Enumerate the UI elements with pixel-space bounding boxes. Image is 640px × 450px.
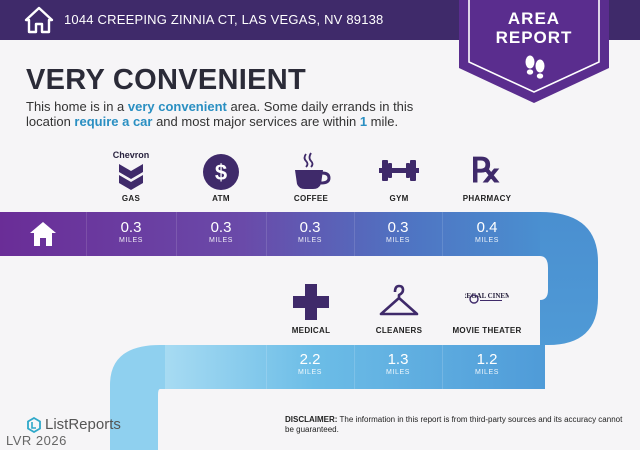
distance-value: 1.3 [387,351,409,368]
distance-value: 0.3 [210,219,232,236]
distance-coffee: 0.3 MILES [266,219,354,245]
distance-unit: MILES [474,369,499,376]
distance-value: 0.3 [299,219,321,236]
distance-medical: 2.2 MILES [266,351,354,377]
amenity-coffee: COFFEE [266,148,356,203]
amenity-cleaners: CLEANERS [354,280,444,335]
listreports-mark-icon [27,417,41,434]
amenity-label: GAS [121,194,141,203]
badge-shape [459,0,609,103]
desc-highlight-2: require a car [74,114,153,129]
medical-cross-icon [293,284,329,320]
property-address: 1044 CREEPING ZINNIA CT, LAS VEGAS, NV 8… [64,12,384,27]
distance-unit: MILES [385,369,410,376]
distance-pharmacy: 0.4 MILES [442,219,532,245]
listreports-logo: ListReports [26,416,121,434]
distance-unit: MILES [297,369,322,376]
hanger-icon [379,284,419,316]
distance-gym: 0.3 MILES [354,219,442,245]
distance-value: 2.2 [299,351,321,368]
distance-unit: MILES [208,237,233,244]
badge-line-2: REPORT [495,28,573,47]
distance-unit: MILES [385,237,410,244]
distance-atm: 0.3 MILES [176,219,266,245]
distance-unit: MILES [118,237,143,244]
distance-value: 0.4 [476,219,498,236]
desc-text-3: and most major services are within [152,114,360,129]
amenity-movie-theater: REGAL CINEMAS MOVIE THEATER [442,280,532,335]
home-icon [30,222,56,246]
area-report-badge: AREA REPORT [459,0,609,103]
regal-cinemas-icon: REGAL CINEMAS [465,292,509,304]
convenience-title: VERY CONVENIENT [26,64,307,96]
dumbbell-icon [379,160,419,181]
svg-text:$: $ [215,160,227,185]
distance-value: 0.3 [120,219,142,236]
svg-text:℞: ℞ [471,153,501,190]
distance-gas: 0.3 MILES [86,219,176,245]
amenity-medical: MEDICAL [266,280,356,335]
amenity-gym: GYM [354,148,444,203]
watermark: LVR 2026 [6,433,67,448]
desc-text-2: area. Some daily errands in this locatio… [26,99,414,129]
convenience-description: This home is in a very convenient area. … [26,99,456,129]
gas-station-icon: Chevron [113,150,150,190]
distance-cleaners: 1.3 MILES [354,351,442,377]
amenity-pharmacy: ℞ PHARMACY [442,148,532,203]
amenity-label: CLEANERS [375,326,423,335]
amenity-label: MOVIE THEATER [452,326,522,335]
disclaimer-label: DISCLAIMER: [285,415,338,424]
amenity-label: ATM [212,194,230,203]
amenity-label: PHARMACY [462,194,512,203]
coffee-cup-icon [295,152,331,189]
distance-movie-theater: 1.2 MILES [442,351,532,377]
amenity-atm: $ ATM [176,148,266,203]
distance-unit: MILES [297,237,322,244]
rx-icon: ℞ [471,153,501,190]
regal-logo-text: REGAL CINEMAS [465,292,509,300]
home-icon [24,6,54,34]
footprints-icon [525,55,545,79]
amenity-label: COFFEE [293,194,329,203]
chevron-logo-text: Chevron [113,150,150,160]
desc-highlight-1: very convenient [127,99,227,114]
distance-unit: MILES [474,237,499,244]
desc-highlight-3: 1 [359,114,368,129]
distance-value: 0.3 [387,219,409,236]
dollar-icon: $ [203,154,239,190]
distance-value: 1.2 [476,351,498,368]
disclaimer-text: The information in this report is from t… [285,415,623,434]
badge-line-1: AREA [507,9,561,28]
desc-text-4: mile. [367,114,399,129]
disclaimer: DISCLAIMER: The information in this repo… [285,415,625,435]
brand-name: ListReports [45,416,121,433]
amenity-gas: Chevron GAS [86,148,176,203]
amenity-label: MEDICAL [291,326,331,335]
amenity-label: GYM [389,194,409,203]
desc-text-1: This home is in a [26,99,128,114]
